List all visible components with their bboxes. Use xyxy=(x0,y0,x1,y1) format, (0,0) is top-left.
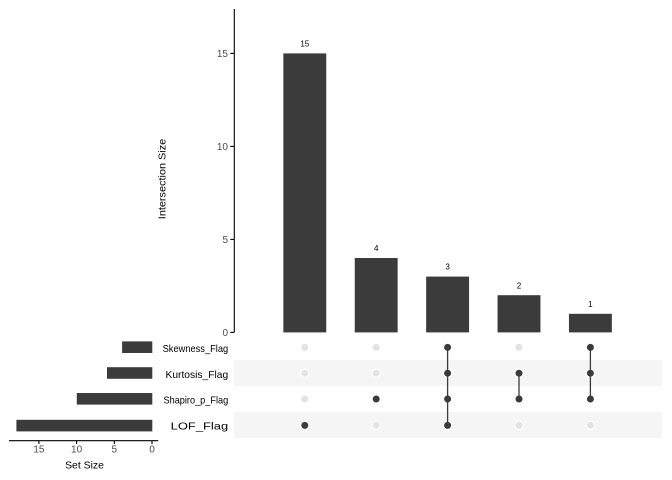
svg-text:15: 15 xyxy=(33,445,45,456)
svg-text:10: 10 xyxy=(71,445,83,456)
svg-text:4: 4 xyxy=(374,244,379,253)
svg-text:Kurtosis_Flag: Kurtosis_Flag xyxy=(166,369,229,381)
svg-text:Set Size: Set Size xyxy=(65,459,104,471)
svg-text:Skewness_Flag: Skewness_Flag xyxy=(163,343,229,355)
svg-text:Intersection Size: Intersection Size xyxy=(157,139,169,220)
svg-text:10: 10 xyxy=(217,142,229,153)
svg-text:5: 5 xyxy=(112,445,118,456)
svg-text:0: 0 xyxy=(149,445,155,456)
svg-text:15: 15 xyxy=(300,40,309,49)
svg-text:5: 5 xyxy=(222,235,228,246)
svg-text:3: 3 xyxy=(445,263,450,272)
svg-text:LOF_Flag: LOF_Flag xyxy=(171,420,229,432)
svg-text:15: 15 xyxy=(217,49,229,60)
svg-text:Shapiro_p_Flag: Shapiro_p_Flag xyxy=(164,395,229,407)
svg-text:0: 0 xyxy=(222,328,228,339)
svg-text:2: 2 xyxy=(517,281,522,290)
svg-text:1: 1 xyxy=(588,300,593,309)
